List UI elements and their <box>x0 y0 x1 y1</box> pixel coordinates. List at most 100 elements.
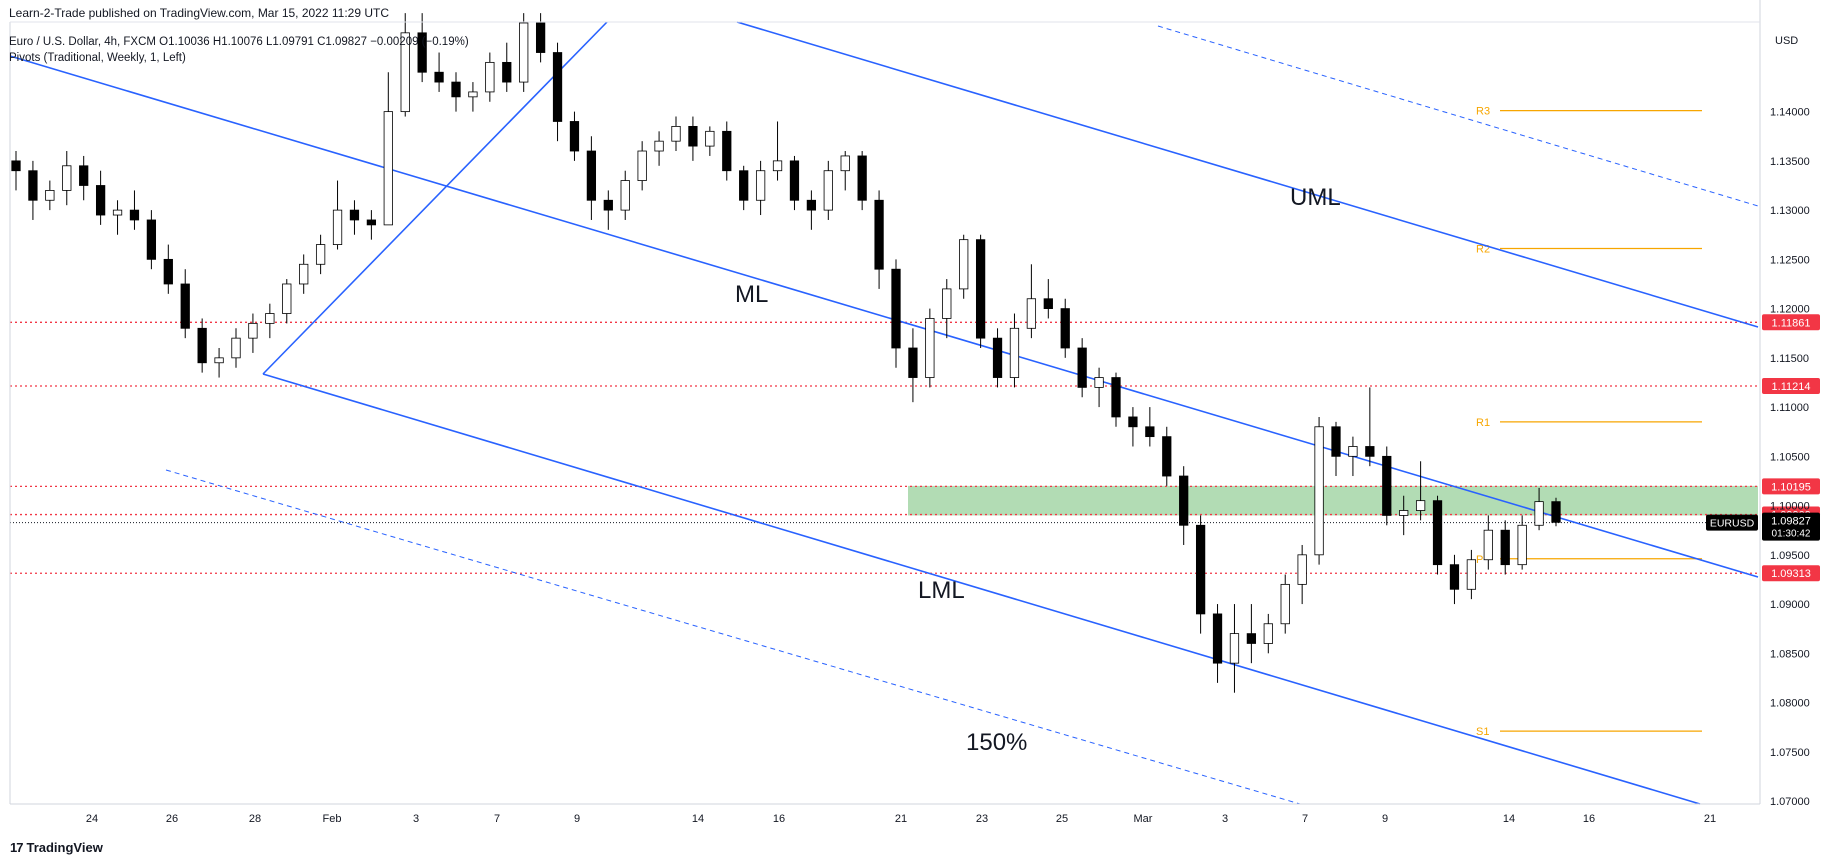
level-price-tag <box>1762 565 1820 582</box>
y-tick-label: 1.14000 <box>1770 107 1810 119</box>
y-tick-label: 1.11500 <box>1770 353 1809 365</box>
x-tick-label: 9 <box>574 813 580 825</box>
candle-body <box>1077 347 1087 388</box>
candle-body <box>349 209 360 221</box>
candle-body <box>1094 377 1104 388</box>
candle-body <box>197 327 207 364</box>
pivot-label: P <box>1476 554 1483 566</box>
candle-body <box>908 347 918 378</box>
candle-body <box>434 71 444 83</box>
candle-body <box>1415 500 1426 511</box>
candle-body <box>1060 308 1070 349</box>
upper-median-line <box>736 21 1759 328</box>
annotation-label: 150% <box>966 729 1027 756</box>
y-tick-label: 1.07000 <box>1770 796 1810 808</box>
candle-body <box>925 318 935 378</box>
level-price-tag <box>1762 314 1820 331</box>
candle-body <box>1229 633 1240 664</box>
candle-body <box>1263 623 1273 644</box>
upper-150-line <box>1157 25 1759 207</box>
x-tick-label: 7 <box>494 813 500 825</box>
candle-body <box>95 185 106 216</box>
candle-body <box>1517 524 1527 566</box>
candle-body <box>248 322 258 339</box>
candle-body <box>806 199 817 211</box>
symbol-label: EURUSD <box>1710 518 1755 530</box>
lower-150-line <box>165 469 1301 805</box>
axes: 1.14000 1.13500 1.13000 1.12500 1.12000 1.115… <box>9 0 1810 825</box>
candle-body <box>180 283 190 329</box>
candle-body <box>959 239 969 290</box>
level-price-tag <box>1762 378 1820 395</box>
y-tick-label: 1.12500 <box>1770 254 1810 266</box>
level-price-tag <box>1762 478 1820 495</box>
level-price-label: 1.11214 <box>1772 381 1811 393</box>
candle-body <box>739 170 749 201</box>
pivot-label: S1 <box>1476 726 1489 738</box>
x-tick-label: 7 <box>1302 813 1308 825</box>
candle-body <box>129 209 140 221</box>
x-tick-label: 14 <box>1503 813 1515 825</box>
candle-body <box>62 165 72 191</box>
pitchfork-handle <box>262 21 608 375</box>
candle-body <box>1466 559 1477 590</box>
candle-body <box>755 170 766 201</box>
lower-median-line <box>262 373 1701 805</box>
candle-body <box>671 125 681 142</box>
candle-body <box>603 199 613 211</box>
symbol-info: Euro / U.S. Dollar, 4h, FXCM O1.10036 H1… <box>9 36 469 48</box>
x-tick-label: 16 <box>1583 813 1595 825</box>
candle-body <box>11 160 21 172</box>
countdown-label: 01:30:42 <box>1772 529 1811 540</box>
tradingview-footer[interactable]: 17 TradingView <box>10 840 103 855</box>
candle-body <box>1111 377 1121 418</box>
tradingview-brand: TradingView <box>26 840 103 855</box>
candle-body <box>586 150 597 201</box>
candle-body <box>299 263 309 285</box>
candle-body <box>823 170 833 211</box>
candle-body <box>891 268 901 349</box>
x-tick-label: 14 <box>692 813 704 825</box>
candle-body <box>1043 298 1053 310</box>
x-tick-label: 24 <box>86 813 98 825</box>
candle-body <box>1399 510 1409 516</box>
candle-body <box>942 288 952 319</box>
y-tick-label: 1.12000 <box>1770 304 1810 316</box>
candle-body <box>366 219 377 226</box>
y-tick-label: 1.13500 <box>1770 156 1810 168</box>
candle-body <box>857 155 867 201</box>
candle-body <box>535 22 546 53</box>
candle-body <box>722 130 732 172</box>
annotations: UML ML LML 150% <box>735 184 1341 756</box>
candle-body <box>1551 501 1561 523</box>
symbol-tag <box>1706 514 1758 531</box>
published-note: Learn-2-Trade published on TradingView.c… <box>9 6 389 20</box>
candle-body <box>282 283 292 314</box>
candle-body <box>772 160 783 172</box>
x-tick-label: 21 <box>895 813 907 825</box>
candle-body <box>468 91 478 98</box>
y-tick-label: 1.08500 <box>1770 648 1810 660</box>
median-line <box>9 55 1759 578</box>
candle-body <box>569 121 580 152</box>
candle-body <box>840 155 850 172</box>
candle-body <box>519 22 529 83</box>
candle-body <box>112 209 123 216</box>
y-tick-label: 1.08000 <box>1770 698 1810 710</box>
candle-body <box>1195 524 1206 615</box>
candle-body <box>451 81 461 98</box>
level-price-label: 1.09313 <box>1771 568 1811 580</box>
level-price-label: 1.10195 <box>1771 481 1811 493</box>
candle-body <box>163 258 173 285</box>
level-price-label: 1.11861 <box>1772 317 1811 329</box>
candle-body <box>1500 529 1510 566</box>
candle-body <box>1534 501 1544 526</box>
candle-body <box>485 61 495 93</box>
tradingview-logo-icon: 17 <box>10 840 24 855</box>
candle-body <box>214 357 224 364</box>
x-tick-label: 16 <box>773 813 785 825</box>
candle-body <box>1314 426 1324 556</box>
annotation-label: ML <box>735 281 768 308</box>
candle-body <box>1348 446 1358 457</box>
